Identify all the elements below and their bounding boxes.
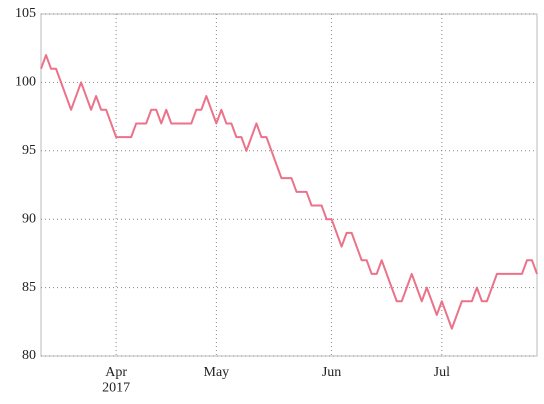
y-tick-label: 95: [22, 143, 36, 158]
y-tick-label: 105: [15, 6, 36, 21]
y-tick-label: 85: [22, 280, 36, 295]
y-tick-label: 80: [22, 348, 36, 363]
x-tick-label: Apr 2017: [102, 365, 130, 395]
plot-frame: [40, 13, 538, 357]
x-tick-label: Jul: [434, 365, 450, 380]
y-tick-label: 90: [22, 211, 36, 226]
x-tick-label: Jun: [322, 365, 341, 380]
y-tick-label: 100: [15, 75, 36, 90]
x-tick-label: May: [204, 365, 230, 380]
line-series: [40, 54, 538, 330]
